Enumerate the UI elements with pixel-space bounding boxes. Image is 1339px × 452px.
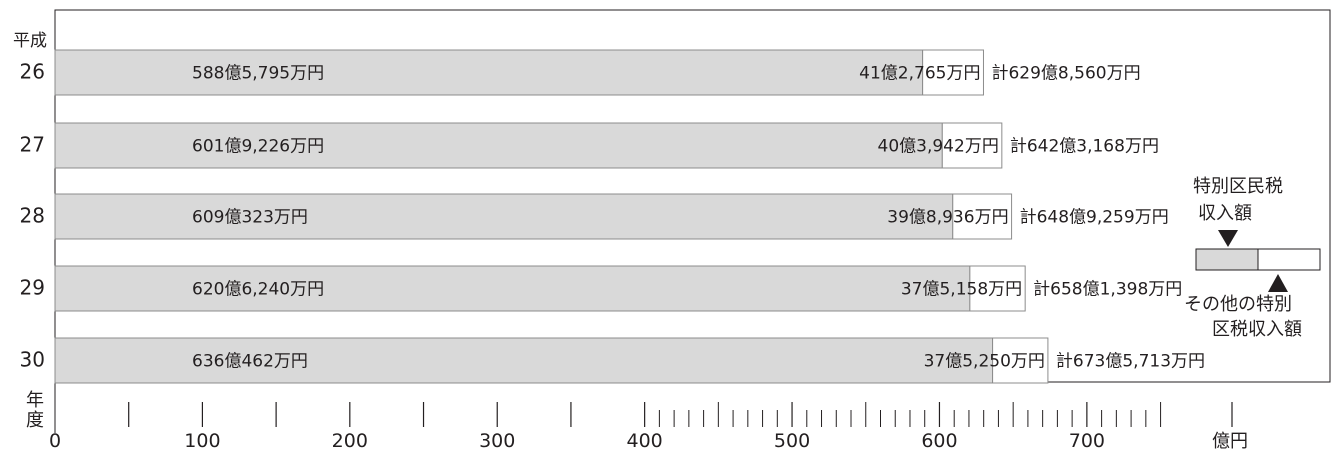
- category-label: 27: [20, 133, 45, 157]
- total-value-label: 計629億8,560万円: [991, 64, 1140, 84]
- legend-top-label-1: 特別区民税: [1193, 176, 1283, 197]
- series2-value-label: 40億3,942万円: [878, 137, 999, 157]
- bar-segment-special-ward-tax: [54, 193, 954, 240]
- total-value-label: 計642億3,168万円: [1010, 137, 1159, 157]
- year-axis-label-2: 度: [26, 410, 44, 431]
- series2-value-label: 37億5,158万円: [901, 280, 1022, 300]
- category-label: 29: [20, 276, 45, 300]
- bar-segment-other-tax: [992, 337, 1049, 384]
- legend-swatch-special-ward-tax: [1195, 248, 1259, 271]
- total-value-label: 計658億1,398万円: [1033, 280, 1182, 300]
- bar-segment-other-tax: [941, 122, 1003, 169]
- category-label: 30: [20, 348, 45, 372]
- total-value-label: 計648億9,259万円: [1020, 208, 1169, 228]
- total-value-label: 計673億5,713万円: [1056, 352, 1205, 372]
- series2-value-label: 39億8,936万円: [887, 208, 1008, 228]
- tick-label: 200: [332, 430, 368, 452]
- x-axis: 0 100 200 300 400 500 600 700: [49, 402, 1233, 452]
- bar-label-group: 26 588億5,795万円 41億2,765万円 計629億8,560万円 27 601…: [20, 60, 1205, 372]
- legend-swatch-other-tax: [1257, 248, 1321, 271]
- unit-label: 億円: [1212, 431, 1248, 452]
- bar-segment-other-tax: [922, 49, 984, 96]
- tick-label: 0: [49, 430, 61, 452]
- bar-group: [54, 49, 1049, 384]
- era-label: 平成: [13, 31, 47, 51]
- tick-label: 400: [627, 430, 663, 452]
- bar-segment-special-ward-tax: [54, 49, 924, 96]
- series1-value-label: 620億6,240万円: [192, 280, 324, 300]
- legend-bottom-label-2: 区税収入額: [1212, 319, 1302, 340]
- series1-value-label: 609億323万円: [192, 208, 308, 228]
- year-axis-label-1: 年: [26, 390, 44, 411]
- tick-label: 500: [774, 430, 810, 452]
- series2-value-label: 41億2,765万円: [859, 64, 980, 84]
- series1-value-label: 601億9,226万円: [192, 137, 324, 157]
- category-label: 28: [20, 204, 45, 228]
- legend-arrow-up-icon: [1268, 274, 1288, 292]
- tick-label: 600: [921, 430, 957, 452]
- bar-segment-other-tax: [952, 193, 1013, 240]
- bar-segment-special-ward-tax: [54, 337, 994, 384]
- tick-label: 300: [479, 430, 515, 452]
- series1-value-label: 588億5,795万円: [192, 64, 324, 84]
- tick-label: 700: [1069, 430, 1105, 452]
- bar-segment-special-ward-tax: [54, 122, 943, 169]
- legend-bottom-label-1: その他の特別: [1184, 294, 1292, 315]
- category-label: 26: [20, 60, 45, 84]
- bar-segment-other-tax: [969, 265, 1026, 312]
- legend-top-label-2: 収入額: [1198, 203, 1252, 224]
- series1-value-label: 636億462万円: [192, 352, 308, 372]
- legend-arrow-down-icon: [1218, 230, 1238, 247]
- series2-value-label: 37億5,250万円: [924, 352, 1045, 372]
- bar-segment-special-ward-tax: [54, 265, 971, 312]
- tick-label: 100: [184, 430, 220, 452]
